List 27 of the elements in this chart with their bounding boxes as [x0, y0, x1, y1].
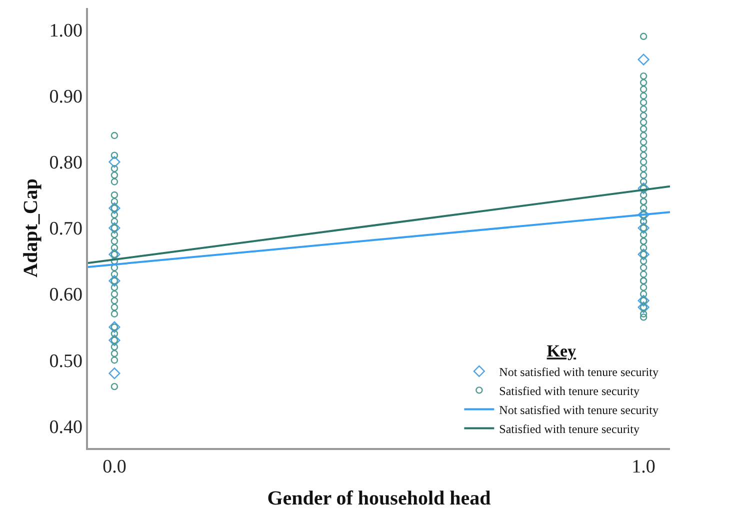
point	[638, 301, 650, 314]
legend-label: Satisfied with tenure security	[499, 384, 640, 398]
y-axis-title: Adapt_Cap	[20, 178, 42, 278]
y-tick-label: 0.60	[49, 284, 82, 306]
y-tick-label: 0.50	[49, 350, 82, 372]
x-axis-title: Gender of household head	[267, 488, 491, 510]
legend-label: Not satisfied with tenure security	[499, 364, 658, 379]
y-tick-label: 0.70	[49, 218, 82, 240]
point	[108, 202, 120, 214]
y-tick-label: 1.00	[49, 20, 82, 42]
point	[108, 321, 120, 333]
point	[108, 156, 120, 168]
y-tick-label: 0.90	[49, 86, 82, 108]
legend-label: Not satisfied with tenure security	[499, 402, 658, 417]
point	[108, 368, 120, 380]
point	[108, 275, 120, 287]
legend-label: Satisfied with tenure security	[499, 422, 640, 436]
legend-title: Key	[546, 342, 577, 361]
y-tick-label: 0.40	[49, 416, 82, 438]
point	[638, 294, 650, 306]
point	[108, 334, 120, 346]
x-tick-label: 1.0	[632, 456, 656, 478]
point	[638, 182, 650, 194]
y-tick-label: 0.80	[49, 152, 82, 174]
point	[638, 208, 650, 221]
point	[638, 54, 650, 66]
x-tick-label: 0.0	[102, 456, 126, 478]
